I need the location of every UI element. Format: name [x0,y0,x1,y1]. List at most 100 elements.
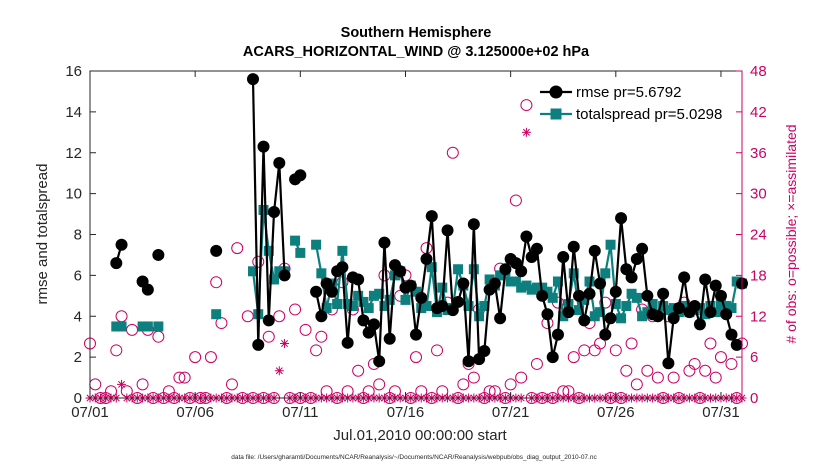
spread-point [437,282,448,293]
obs-assimilated-marker [117,379,127,389]
spread-point [258,204,269,215]
rmse-point [452,295,465,308]
rmse-point [599,328,612,341]
spread-point [595,307,606,318]
rmse-point [693,318,706,331]
y-tick-label: 6 [74,267,82,284]
asterisk-stroke [281,339,289,348]
rmse-point [562,306,575,319]
spread-point [521,280,532,291]
rmse-point [530,242,543,255]
obs-possible-marker [704,337,717,350]
obs-possible-marker [215,317,228,330]
legend-rmse-label: rmse pr=5.6792 [576,84,681,101]
legend-box [533,77,736,129]
legend-spread-label: totalspread pr=5.0298 [576,106,722,123]
spread-point [248,266,258,277]
spread-point [547,292,558,303]
obs-possible-marker [352,364,365,377]
y-tick-label: 2 [74,349,82,366]
rmse-point [252,338,265,351]
y2-tick-label: 24 [750,227,767,244]
y-tick-label: 8 [74,227,82,244]
y-tick-label: 12 [65,145,82,162]
rmse-point [625,271,638,284]
spread-point [453,264,464,275]
rmse-point [367,318,380,331]
spread-point [463,301,474,312]
rmse-point [588,244,601,257]
obs-possible-marker [204,351,217,364]
rmse-point [699,273,712,286]
spread-point [505,276,516,287]
rmse-point [615,212,628,225]
x-axis-label: Jul.01,2010 00:00:00 start [333,427,507,444]
spread-point [616,313,627,324]
legend-rmse-marker [549,85,563,99]
x-tick-label: 07/06 [176,404,214,421]
rmse-point [278,269,291,282]
rmse-point [641,289,654,302]
obs-possible-marker [567,351,580,364]
spread-point [337,245,348,256]
spread-point [290,235,301,246]
spread-point [605,239,616,250]
rmse-point [425,210,438,223]
data-file-note: data file: /Users/gharamti/Documents/NCA… [231,454,597,461]
rmse-point [667,312,680,325]
obs-possible-marker [620,364,633,377]
rmse-point [115,238,128,251]
rmse-point [520,230,533,243]
rmse-point [636,242,649,255]
rmse-point [709,279,722,292]
spread-point [526,284,537,295]
rmse-point [478,344,491,357]
rmse-point [714,289,727,302]
spread-point [421,301,432,312]
rmse-point [730,338,743,351]
spread-point [552,276,563,287]
rmse-point [609,285,622,298]
spread-point [316,268,327,279]
rmse-point [515,265,528,278]
y2-tick-label: 36 [750,145,767,162]
spread-point [269,274,280,285]
spread-point [584,276,595,287]
spread-point [647,298,658,309]
rmse-point [462,355,475,368]
obs-possible-marker [273,310,286,323]
rmse-point [557,250,570,263]
obs-possible-marker [241,310,254,323]
obs-possible-marker [530,357,543,370]
rmse-point [273,156,286,169]
rmse-point [551,328,564,341]
spread-point [379,301,390,312]
spread-point [516,282,527,293]
rmse-point [325,285,338,298]
spread-point [353,290,364,301]
rmse-point [567,240,580,253]
obs-possible-marker [625,337,638,350]
spread-point [610,298,621,309]
obs-possible-marker [173,371,186,384]
spread-point [637,311,648,322]
spread-point [715,298,726,309]
obs-assimilated-marker [521,127,531,137]
obs-possible-marker [641,364,654,377]
spread-point [574,305,584,316]
obs-possible-marker [262,330,275,343]
obs-possible-marker [630,378,643,391]
y-tick-label: 4 [74,308,82,325]
obs-possible-marker [410,351,422,364]
y-tick-label: 0 [74,390,82,407]
rmse-point [152,248,165,261]
rmse-point [720,308,733,321]
spread-point [631,292,642,303]
y2-tick-label: 0 [750,390,758,407]
spread-point [347,301,358,312]
rmse-point [546,351,559,364]
spread-point [600,268,611,279]
rmse-point [578,314,591,327]
spread-point [411,286,421,297]
obs-possible-marker [110,344,123,357]
